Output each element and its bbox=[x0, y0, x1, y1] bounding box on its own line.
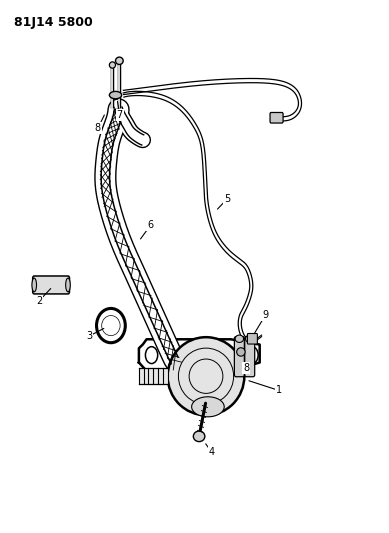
Text: 4: 4 bbox=[209, 447, 215, 457]
FancyBboxPatch shape bbox=[245, 337, 255, 377]
Circle shape bbox=[145, 346, 158, 364]
FancyBboxPatch shape bbox=[247, 334, 258, 344]
FancyBboxPatch shape bbox=[270, 112, 283, 123]
Ellipse shape bbox=[32, 278, 37, 292]
Circle shape bbox=[246, 346, 258, 364]
Text: 9: 9 bbox=[262, 310, 268, 320]
Ellipse shape bbox=[192, 397, 224, 417]
Text: 8: 8 bbox=[95, 123, 101, 133]
Ellipse shape bbox=[168, 337, 244, 415]
Ellipse shape bbox=[245, 335, 254, 342]
Text: 2: 2 bbox=[36, 296, 42, 306]
FancyBboxPatch shape bbox=[235, 337, 244, 377]
Ellipse shape bbox=[235, 335, 244, 342]
Text: 7: 7 bbox=[117, 110, 123, 119]
Text: 3: 3 bbox=[86, 331, 92, 341]
Ellipse shape bbox=[102, 316, 120, 336]
Ellipse shape bbox=[109, 91, 122, 99]
Text: 5: 5 bbox=[224, 194, 230, 204]
Ellipse shape bbox=[193, 431, 205, 442]
Text: 81J14 5800: 81J14 5800 bbox=[14, 16, 93, 29]
Ellipse shape bbox=[66, 278, 70, 292]
Ellipse shape bbox=[96, 309, 125, 343]
Ellipse shape bbox=[116, 57, 123, 64]
Ellipse shape bbox=[237, 348, 245, 356]
Text: 1: 1 bbox=[276, 385, 282, 395]
Text: 8: 8 bbox=[243, 363, 249, 373]
Text: 6: 6 bbox=[147, 220, 154, 230]
FancyBboxPatch shape bbox=[33, 276, 70, 294]
FancyBboxPatch shape bbox=[139, 368, 168, 384]
Ellipse shape bbox=[109, 62, 116, 68]
